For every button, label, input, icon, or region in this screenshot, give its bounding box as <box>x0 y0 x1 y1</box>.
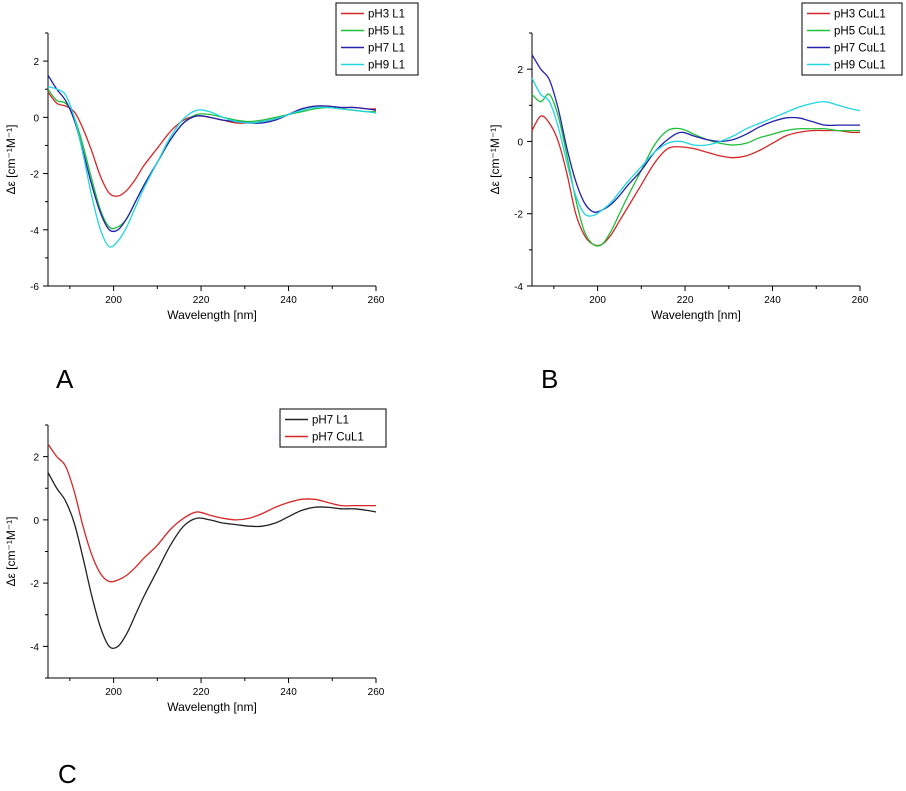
panel-c-y-tick-label: 0 <box>33 516 39 527</box>
panel-a-letter: A <box>56 364 74 394</box>
panel-c-legend <box>279 408 387 448</box>
panel-a-series-ph5-l1 <box>47 88 377 230</box>
panel-b-legend-label: pH3 CuL1 <box>834 9 886 21</box>
panel-a-y-tick-label: 0 <box>33 113 39 124</box>
panel-a-y-tick-label: -6 <box>30 282 39 293</box>
panel-c-y-tick-label: 2 <box>33 453 39 464</box>
panel-c-x-tick-label: 260 <box>368 687 385 698</box>
panel-b-y-tick-label: 0 <box>517 137 523 148</box>
panel-b-x-tick-label: 200 <box>589 295 606 306</box>
panel-b-series-ph9-cul1 <box>531 77 861 217</box>
panel-a-x-tick-label: 200 <box>105 295 122 306</box>
panel-c-x-axis-title: Wavelength [nm] <box>167 700 257 714</box>
panel-b-x-tick-label: 260 <box>852 295 869 306</box>
panel-b-x-tick-label: 220 <box>677 295 694 306</box>
panel-b-y-tick-label: -4 <box>514 282 523 293</box>
panel-c-x-tick-label: 220 <box>193 687 210 698</box>
panel-b-x-axis-title: Wavelength [nm] <box>651 308 741 322</box>
panel-c-legend-label: pH7 CuL1 <box>312 432 364 444</box>
panel-a-y-tick-label: -4 <box>30 226 39 237</box>
panel-b-legend-label: pH9 CuL1 <box>834 60 886 72</box>
panel-b-series-ph3-cul1 <box>531 115 861 247</box>
chart-panel-c: 200 220 240 260 -4 -2 0 2 Wavelength [nm] Δε [cm⁻… <box>4 408 387 789</box>
panel-c-y-tick-label: -4 <box>30 642 39 653</box>
panel-a-series-ph7-l1 <box>47 74 377 233</box>
panel-a-legend-label: pH7 L1 <box>368 43 405 55</box>
panel-a-legend <box>335 2 419 76</box>
panel-b-series-ph7-cul1 <box>531 54 860 213</box>
panel-a-x-tick-label: 260 <box>368 295 385 306</box>
panel-b-y-axis-title: Δε [cm⁻¹M⁻¹] <box>488 124 502 194</box>
panel-a-x-tick-label: 220 <box>193 295 210 306</box>
panel-a-legend-label: pH3 L1 <box>368 9 405 21</box>
panel-c-series-ph7-l1 <box>47 472 377 650</box>
panel-a-legend-label: pH9 L1 <box>368 60 405 72</box>
panel-a-x-axis-title: Wavelength [nm] <box>167 308 257 322</box>
panel-b-legend <box>801 2 903 76</box>
panel-a-y-tick-label: -2 <box>30 170 39 181</box>
panel-c-letter: C <box>58 759 77 789</box>
panel-a-y-axis-title: Δε [cm⁻¹M⁻¹] <box>4 124 18 194</box>
panel-a-series-ph9-l1 <box>47 85 377 248</box>
panel-b-series-ph5-cul1 <box>531 93 860 247</box>
chart-panel-a: 200 220 240 260 -6 -4 -2 0 2 Wavelength [nm] Δε [c… <box>4 2 419 394</box>
panel-a-x-tick-label: 240 <box>280 295 297 306</box>
panel-c-y-tick-label: -2 <box>30 579 39 590</box>
panel-b-legend-label: pH7 CuL1 <box>834 43 886 55</box>
panel-b-x-tick-label: 240 <box>764 295 781 306</box>
panel-b-y-tick-label: -2 <box>514 210 523 221</box>
panel-c-x-tick-label: 240 <box>280 687 297 698</box>
panel-c-y-axis-title: Δε [cm⁻¹M⁻¹] <box>4 516 18 586</box>
chart-panel-b: 200 220 240 260 -4 -2 0 2 Wavelength [nm] Δε [cm⁻… <box>488 2 903 394</box>
panel-a-legend-label: pH5 L1 <box>368 26 405 38</box>
panel-c-x-tick-label: 200 <box>105 687 122 698</box>
panel-b-letter: B <box>541 364 558 394</box>
panel-a-y-tick-label: 2 <box>33 57 39 68</box>
panel-b-y-tick-label: 2 <box>517 65 523 76</box>
panel-b-legend-label: pH5 CuL1 <box>834 26 886 38</box>
panel-c-legend-label: pH7 L1 <box>312 415 349 427</box>
panel-c-series-ph7-cul1 <box>47 443 376 583</box>
